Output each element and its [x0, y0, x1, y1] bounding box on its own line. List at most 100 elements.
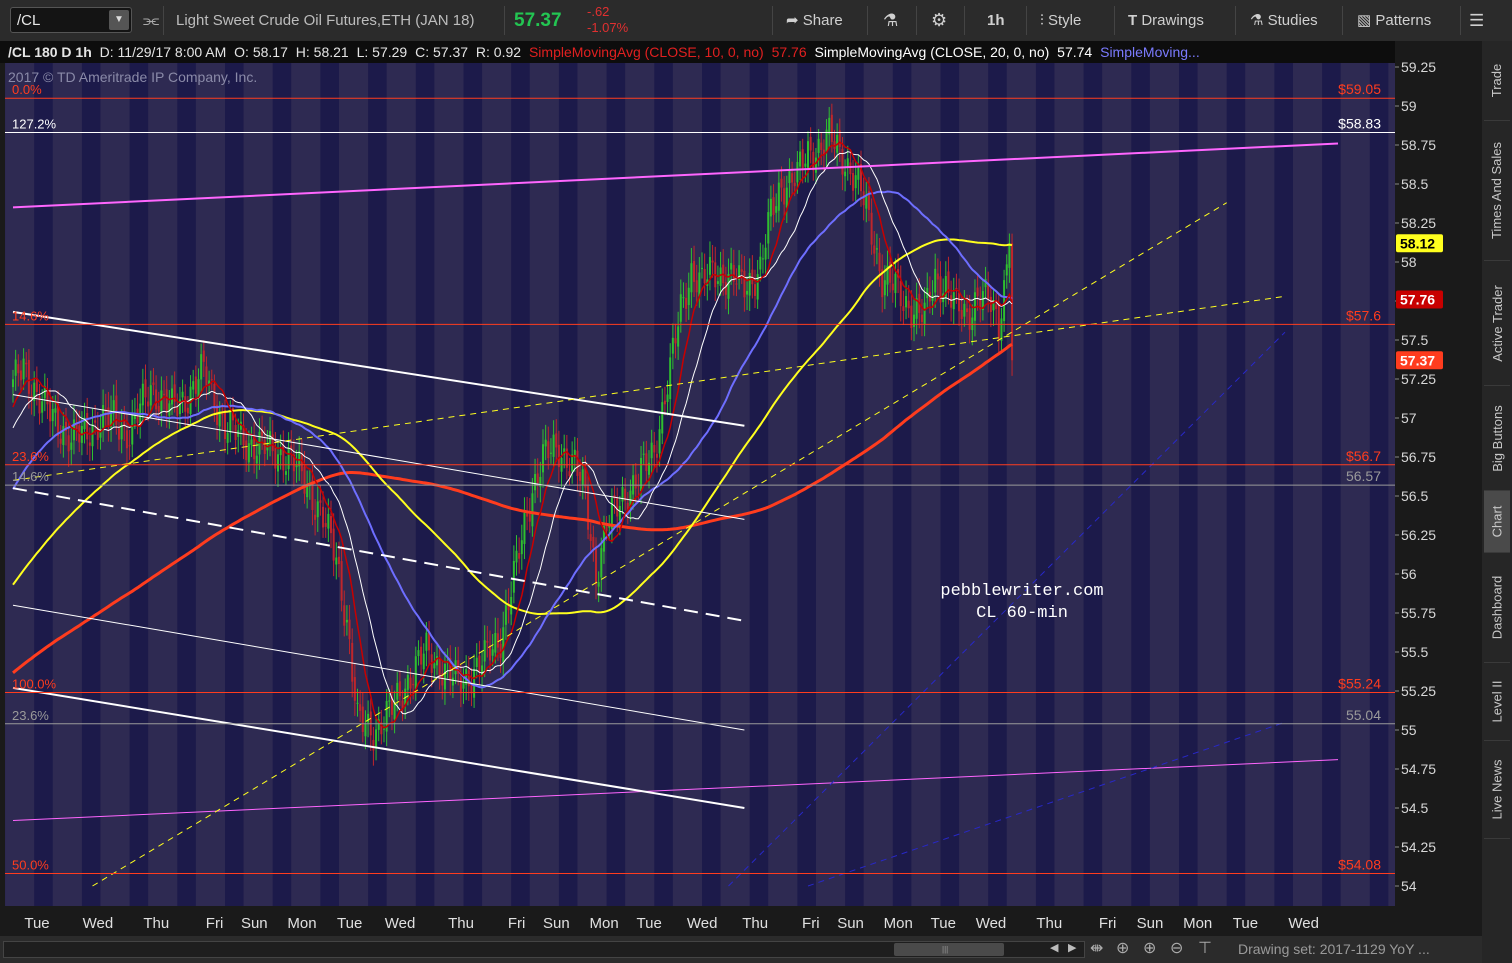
- session-band: [1131, 63, 1150, 906]
- scroll-right-icon[interactable]: ▶: [1068, 942, 1077, 954]
- candle: [303, 451, 306, 504]
- symbol-dropdown-icon[interactable]: ▼: [109, 10, 129, 30]
- timeframe-button[interactable]: 1h: [987, 12, 1005, 29]
- candle-body: [229, 411, 232, 433]
- zoom-out-icon[interactable]: ⊖: [1170, 940, 1184, 957]
- tab-trade[interactable]: Trade: [1484, 41, 1510, 121]
- time-tick-label: Fri: [802, 915, 820, 932]
- menu-icon[interactable]: ☰: [1469, 11, 1485, 30]
- candle-body: [751, 269, 754, 285]
- sma20-label[interactable]: SimpleMovingAvg (CLOSE, 20, 0, no): [814, 44, 1050, 60]
- candle: [573, 436, 576, 472]
- candle-body: [666, 394, 669, 402]
- style-button[interactable]: ⫶ Style: [1040, 0, 1081, 41]
- tab-active-trader[interactable]: Active Trader: [1484, 261, 1510, 386]
- candle-body: [494, 633, 497, 653]
- horizontal-scrollbar[interactable]: ||| ◀ ▶: [3, 941, 1085, 958]
- sma-more-label[interactable]: SimpleMoving...: [1100, 44, 1200, 60]
- chart-plot-area[interactable]: 0.0% $59.05 127.2% $58.83 14.6% $57.6 23.6% $56…: [5, 63, 1395, 906]
- candle: [549, 438, 552, 464]
- candle: [22, 348, 25, 390]
- tab-dashboard[interactable]: Dashboard: [1484, 553, 1510, 663]
- fib-value-label: $56.7: [1346, 448, 1381, 464]
- drawing-set-label[interactable]: Drawing set: 2017-1129 YoY ...: [1238, 941, 1430, 957]
- candle: [197, 368, 200, 412]
- price-axis-svg: 54 54.25 54.5 54.75 55 55.25 55.5 55.75 56 56.25 5…: [1395, 59, 1443, 894]
- candle-body: [473, 668, 476, 698]
- candle-body: [984, 278, 987, 288]
- candle: [910, 290, 913, 341]
- candle-body: [963, 303, 966, 317]
- candle: [436, 644, 438, 675]
- tab-live-news[interactable]: Live News: [1484, 741, 1510, 839]
- scroll-left-icon[interactable]: ◀: [1050, 942, 1059, 954]
- candle-body: [94, 420, 97, 423]
- candle: [404, 678, 407, 720]
- candle-body: [796, 161, 799, 183]
- time-tick-label: Mon: [884, 915, 913, 932]
- price-tag-label: 57.76: [1400, 291, 1435, 307]
- candle-body: [210, 379, 213, 381]
- candle-body: [1000, 318, 1003, 341]
- tab-big-buttons[interactable]: Big Buttons: [1484, 386, 1510, 491]
- studies-icon: ⚗: [1250, 12, 1264, 29]
- candle: [936, 258, 939, 295]
- session-band: [988, 63, 1007, 906]
- candle: [772, 184, 775, 228]
- price-axis[interactable]: 54 54.25 54.5 54.75 55 55.25 55.5 55.75 56 56.25 5…: [1395, 41, 1482, 906]
- session-band: [702, 63, 721, 906]
- candle-body: [245, 440, 248, 461]
- candle-body: [579, 471, 582, 481]
- candle: [19, 360, 22, 392]
- link-icon[interactable]: ⫘: [143, 10, 160, 30]
- candle-body: [910, 305, 913, 329]
- drawing-tool-icon[interactable]: ⊤: [1198, 940, 1212, 957]
- candle: [740, 254, 743, 285]
- candle: [441, 661, 444, 700]
- candle-body: [393, 701, 396, 720]
- candle: [75, 409, 78, 441]
- candle-body: [966, 308, 968, 313]
- style-label: Style: [1047, 12, 1082, 29]
- candle: [838, 118, 841, 162]
- scrollbar-thumb[interactable]: |||: [894, 943, 1004, 956]
- candle-body: [807, 141, 809, 168]
- candle-body: [332, 528, 335, 561]
- candle-body: [844, 171, 847, 177]
- candle-body: [939, 276, 942, 303]
- candle: [833, 129, 836, 160]
- tab-times-and-sales[interactable]: Times And Sales: [1484, 121, 1510, 261]
- candle-body: [920, 314, 923, 322]
- flask-icon[interactable]: ⚗: [883, 11, 899, 30]
- time-axis[interactable]: Tue Wed Thu Fri Sun Mon Tue Wed Thu Fri Sun Mon Tue W…: [0, 906, 1395, 936]
- tab-chart[interactable]: Chart: [1484, 491, 1510, 553]
- time-tick-label: Wed: [687, 915, 718, 932]
- zoom-in-icon[interactable]: ⊕: [1143, 940, 1157, 957]
- crosshair-icon[interactable]: ⊕: [1116, 940, 1130, 957]
- candle-body: [814, 157, 817, 173]
- tab-level-ii[interactable]: Level II: [1484, 663, 1510, 741]
- candle: [292, 439, 295, 487]
- expand-time-icon[interactable]: ⇼: [1090, 940, 1104, 957]
- candle: [807, 131, 809, 183]
- candle-body: [534, 474, 537, 491]
- candle-body: [186, 407, 189, 414]
- candle: [899, 265, 902, 322]
- candle-body: [351, 642, 354, 682]
- candle: [812, 142, 815, 181]
- patterns-button[interactable]: ▧ Patterns: [1357, 0, 1431, 41]
- candle-body: [54, 408, 57, 413]
- candle: [769, 185, 772, 231]
- sma10-label[interactable]: SimpleMovingAvg (CLOSE, 10, 0, no): [528, 44, 764, 60]
- share-button[interactable]: ➦ Share: [786, 0, 843, 41]
- candle-body: [581, 469, 584, 486]
- fib-label: 50.0%: [12, 858, 49, 873]
- descending-thin-line-2: [12, 394, 745, 520]
- drawings-button[interactable]: T Drawings: [1128, 0, 1204, 41]
- time-tick-label: Tue: [337, 915, 362, 932]
- studies-button[interactable]: ⚗ Studies: [1250, 0, 1318, 41]
- candle-body: [849, 162, 852, 175]
- candle-body: [406, 675, 409, 690]
- gear-icon[interactable]: ⚙: [931, 10, 948, 30]
- symbol-input[interactable]: /CL ▼: [10, 7, 132, 33]
